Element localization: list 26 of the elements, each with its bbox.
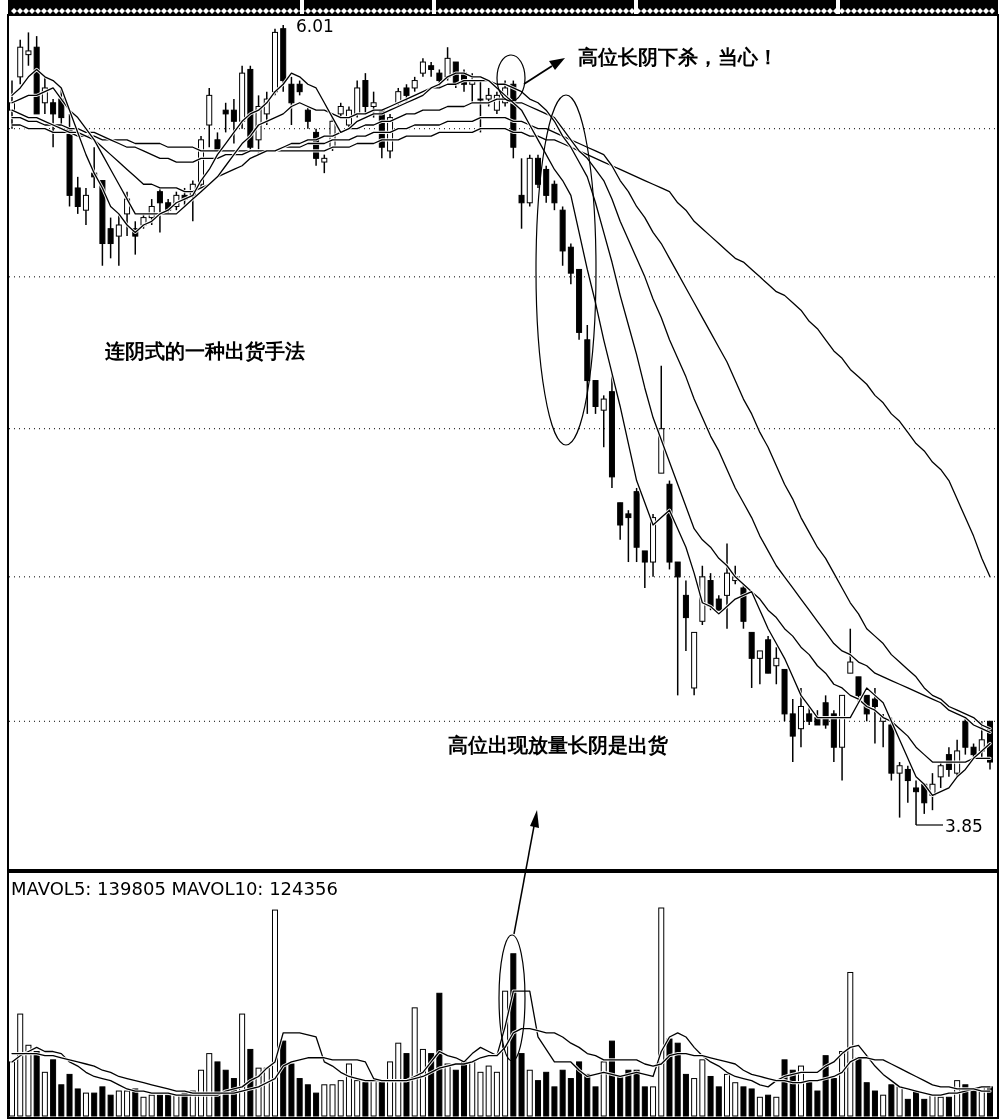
candlestick (682, 579, 689, 652)
candlestick (773, 646, 780, 686)
annotation: 连阴式的一种出货手法 (104, 339, 305, 363)
candlestick (724, 542, 731, 630)
candlestick (82, 187, 89, 226)
candlestick (419, 57, 426, 78)
candlestick (156, 187, 163, 234)
candlestick (230, 98, 237, 145)
text: MAVOL5: 139805 MAVOL10: 124356 (11, 878, 338, 899)
candlestick (756, 650, 763, 686)
annotation: 6.01 (296, 16, 334, 36)
candlestick (214, 131, 221, 152)
candlestick (115, 213, 122, 267)
candlestick (518, 157, 525, 230)
candlestick (551, 179, 558, 211)
candlestick (847, 627, 854, 674)
candlestick (617, 502, 624, 541)
candlestick (641, 550, 648, 589)
candlestick (321, 153, 328, 174)
annotation: 高位长阴下杀，当心！ (578, 45, 778, 69)
candlestick (25, 31, 32, 67)
annotation: 3.85 (945, 816, 983, 836)
candlestick (428, 61, 435, 78)
annotation: 高位出现放量长阴是出货 (448, 733, 668, 757)
candlestick (74, 176, 81, 215)
candlestick (871, 687, 878, 745)
